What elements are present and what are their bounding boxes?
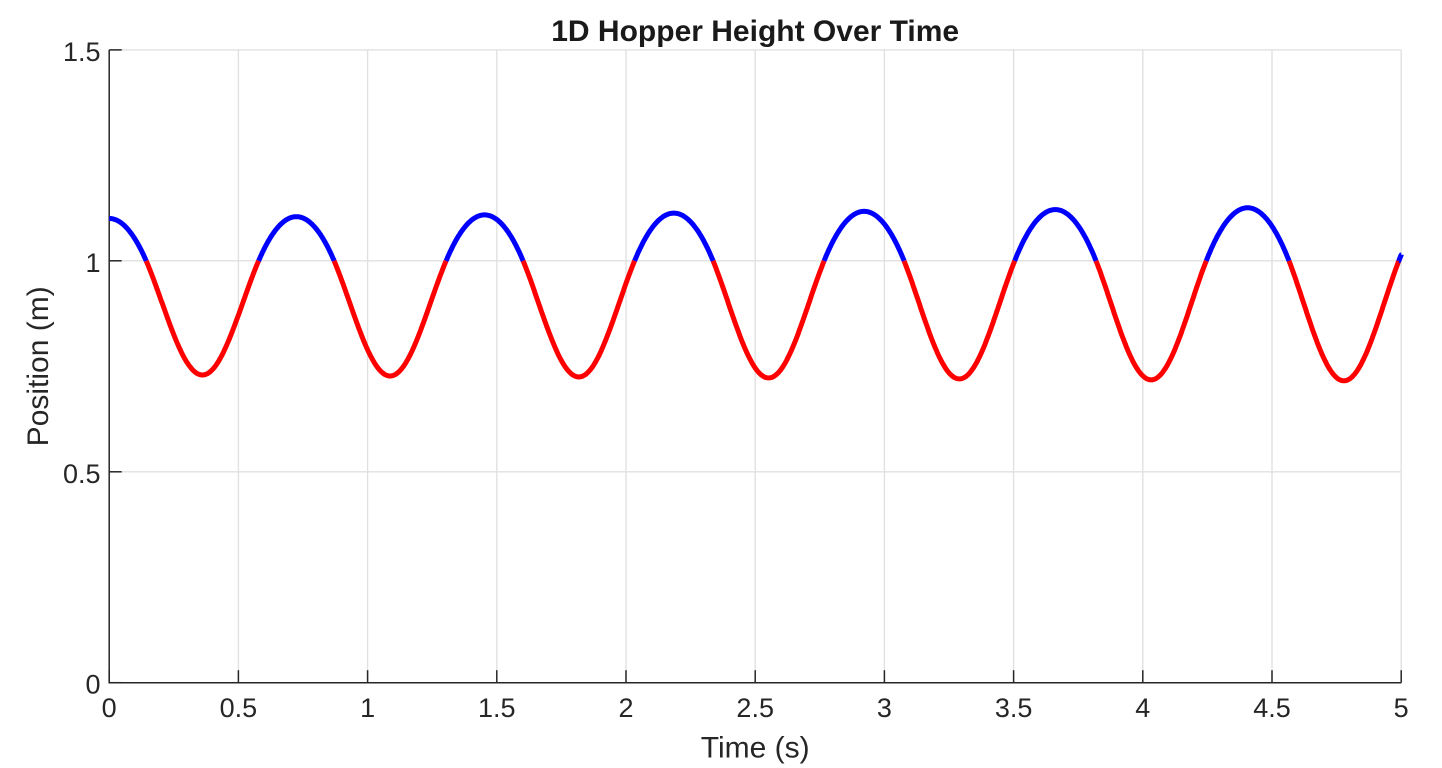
svg-text:3: 3 — [877, 693, 892, 723]
svg-text:3.5: 3.5 — [995, 693, 1033, 723]
svg-text:Position (m): Position (m) — [22, 286, 55, 446]
svg-text:4: 4 — [1135, 693, 1150, 723]
svg-text:1: 1 — [360, 693, 375, 723]
svg-text:0: 0 — [85, 670, 100, 700]
svg-text:Time (s): Time (s) — [701, 731, 810, 764]
svg-text:0.5: 0.5 — [63, 459, 101, 489]
svg-text:1: 1 — [85, 248, 100, 278]
svg-text:1.5: 1.5 — [63, 37, 101, 67]
svg-text:1D Hopper Height Over Time: 1D Hopper Height Over Time — [551, 15, 959, 48]
svg-text:0: 0 — [102, 693, 117, 723]
svg-text:5: 5 — [1394, 693, 1409, 723]
svg-text:1.5: 1.5 — [478, 693, 516, 723]
svg-text:2.5: 2.5 — [736, 693, 774, 723]
svg-text:0.5: 0.5 — [220, 693, 258, 723]
svg-text:4.5: 4.5 — [1253, 693, 1291, 723]
svg-text:2: 2 — [618, 693, 633, 723]
